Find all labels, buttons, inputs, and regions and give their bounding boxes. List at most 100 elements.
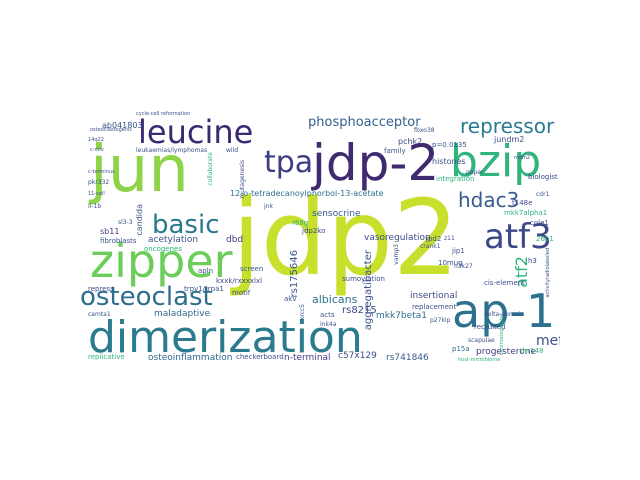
word-c-terminus: c-terminus (88, 169, 115, 175)
word-mkk7beta1: mkk7beta1 (376, 311, 427, 321)
word-collaborate: collaborate (207, 152, 214, 186)
word-host-microbiome: host-microbiome (458, 357, 501, 363)
word-atf3: atf3 (484, 217, 552, 257)
word-cis-element: cis-element (484, 279, 525, 287)
word-zipper: zipper (90, 234, 233, 288)
word-h3: h3 (528, 257, 537, 265)
word-jpd2: jpd2 (426, 235, 442, 243)
word-vasoregulation: vasoregulation (364, 233, 431, 243)
word-mdm2: mdm2 (514, 155, 531, 161)
word-family: family (384, 147, 406, 155)
word-cdr1: cdr1 (536, 191, 550, 198)
word-apln: apln (198, 267, 214, 275)
word-ink4a: ink4a (320, 321, 337, 328)
word-n-terminal: n-terminal (284, 353, 331, 363)
word-t148e: t148e (512, 199, 533, 207)
word-jun: jun (90, 133, 189, 207)
word-sensocrine: sensocrine (312, 209, 361, 219)
word-thr148: thr148 (520, 347, 544, 355)
word-candida: candida (135, 204, 144, 236)
word-camta1: camta1 (88, 311, 111, 318)
word-paper: paper (466, 169, 484, 176)
word-cloud: jdp2 jun dimerization jdp-2 zipper ap-1 … (80, 108, 560, 370)
word-replacement: replacement (412, 303, 457, 311)
word-repressor: repressor (460, 114, 555, 138)
word-activity: activityradiolabeled (545, 248, 551, 298)
word-jdp-2: jdp-2 (312, 134, 440, 192)
word-pchk2: pchk2 (398, 137, 423, 146)
word-sumoylation: sumoylation (342, 275, 385, 283)
word-maladaptive: maladaptive (154, 309, 211, 319)
word-mef: mef (536, 333, 560, 349)
word-motif: motif (232, 289, 251, 297)
word-oncogenes: oncogenes (144, 245, 182, 253)
word-acetylation: acetylation (148, 235, 199, 245)
word-akv: akv (284, 295, 297, 303)
word-fbxo38: fbxo38 (414, 127, 435, 134)
word-jdp2ko: jdp2ko (302, 227, 326, 235)
word-sb11: sb11 (100, 227, 120, 236)
word-jnk: jnk (264, 203, 273, 210)
word-wild: wild (226, 147, 239, 154)
word-bzip: bzip (450, 136, 542, 187)
word-p27kip: p27kip (430, 317, 451, 324)
word-chromatography: chromatography (499, 314, 505, 356)
word-10mug: 10mug (438, 259, 463, 267)
word-repress: repress (88, 285, 114, 293)
word-cole1: cole1 (530, 219, 549, 227)
word-vamp3: vamp3 (393, 244, 400, 265)
word-fibroblasts: fibroblasts (100, 237, 137, 245)
word-scapulae: scapulae (468, 337, 495, 344)
word-mutagenesis: mutagenesis (239, 160, 246, 199)
word-sl3-3: sl3-3 (118, 219, 133, 226)
word-histones: histones (432, 157, 466, 166)
word-ap-1: ap-1 (452, 284, 556, 338)
word-14q22: 14q22 (88, 137, 104, 143)
word-osteoinflammation: osteoinflammation (148, 353, 233, 363)
word-c57x129: c57x129 (338, 351, 377, 361)
word-xrcc5: xrcc5 (299, 304, 306, 321)
word-trpv1: trpv1/trpa1 (184, 285, 224, 293)
word-leucine: leucine (138, 113, 254, 151)
word-osteoclast: osteoclast (80, 282, 213, 312)
word-jundm2: jundm2 (494, 135, 525, 144)
word-phosphoacceptor: phosphoacceptor (308, 115, 421, 130)
word-r88g: r88g (292, 219, 309, 227)
word-h3k27: h3k27 (454, 263, 473, 270)
word-progesterone: progesterone (476, 347, 536, 357)
word-rs741846: rs741846 (386, 353, 429, 363)
word-cycle-cell: cycle-cell reformation (136, 111, 191, 117)
word-integration: integration (436, 175, 475, 183)
word-ab041803: ab041803 (102, 121, 143, 130)
word-dimerization: dimerization (88, 312, 363, 363)
word-checkerboard: checkerboard (236, 353, 284, 361)
word-pkr332: pkr332 (88, 179, 110, 186)
word-z11: z11 (444, 235, 455, 242)
word-26b1: 26b1 (536, 235, 554, 243)
word-acts: acts (320, 311, 335, 319)
word-basic: basic (152, 210, 220, 240)
word-kxxk: kxxk/rxxxxlxl (216, 277, 263, 285)
word-dbd: dbd (226, 235, 244, 245)
word-albicans: albicans (312, 293, 358, 306)
word-jip1: jip1 (452, 247, 465, 255)
word-screen: screen (240, 265, 264, 273)
word-replicative: replicative (88, 353, 125, 361)
word-tpa: tpa (264, 145, 314, 180)
word-11-cell: 11-cell (88, 191, 105, 197)
word-leukaemia: leukaemias/lymphomas (136, 147, 208, 154)
word-aggregatibacter: aggregatibacter (363, 250, 374, 331)
word-crank1: crank1 (420, 243, 441, 250)
word-biologist: biologist (528, 173, 558, 181)
word-jdp2: jdp2 (232, 177, 460, 299)
word-recruited: recruited (474, 323, 506, 331)
word-hdac3: hdac3 (458, 188, 520, 212)
word-il-1b: il-1b (88, 203, 102, 210)
word-rs8215: rs8215 (342, 305, 377, 316)
word-insertional: insertional (410, 291, 458, 301)
word-c-mlv: c-mlv (90, 147, 104, 153)
word-p-0135: p=0.0135 (432, 141, 467, 149)
word-delta: delta-domain (484, 311, 524, 318)
word-rs175646: rs175646 (289, 250, 300, 298)
word-osteoclastogenic: osteoclastogenic (90, 127, 133, 133)
